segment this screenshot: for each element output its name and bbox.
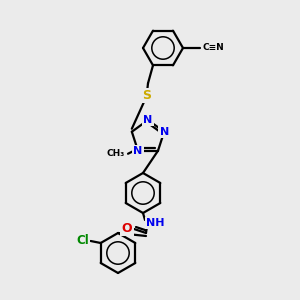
Text: CH₃: CH₃: [107, 149, 125, 158]
Text: O: O: [122, 221, 132, 235]
Text: N: N: [143, 115, 153, 125]
Text: N: N: [160, 127, 169, 137]
Text: NH: NH: [146, 218, 164, 228]
Text: Cl: Cl: [76, 235, 89, 248]
Text: S: S: [142, 89, 152, 102]
Text: C≡N: C≡N: [202, 44, 224, 52]
Text: N: N: [134, 146, 142, 156]
